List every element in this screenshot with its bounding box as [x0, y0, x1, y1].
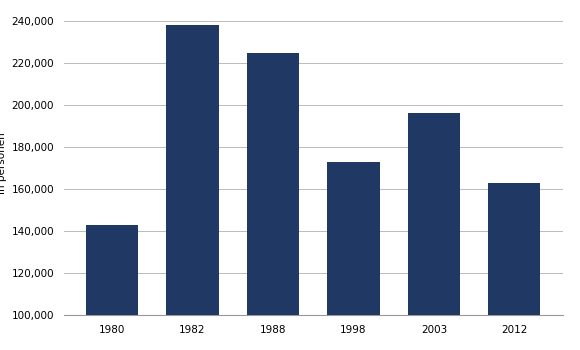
Bar: [247, 52, 299, 350]
Y-axis label: In personen: In personen: [0, 132, 8, 194]
Bar: [327, 162, 379, 350]
Bar: [408, 113, 460, 350]
Bar: [86, 225, 138, 350]
Bar: [488, 183, 541, 350]
Bar: [166, 25, 219, 350]
